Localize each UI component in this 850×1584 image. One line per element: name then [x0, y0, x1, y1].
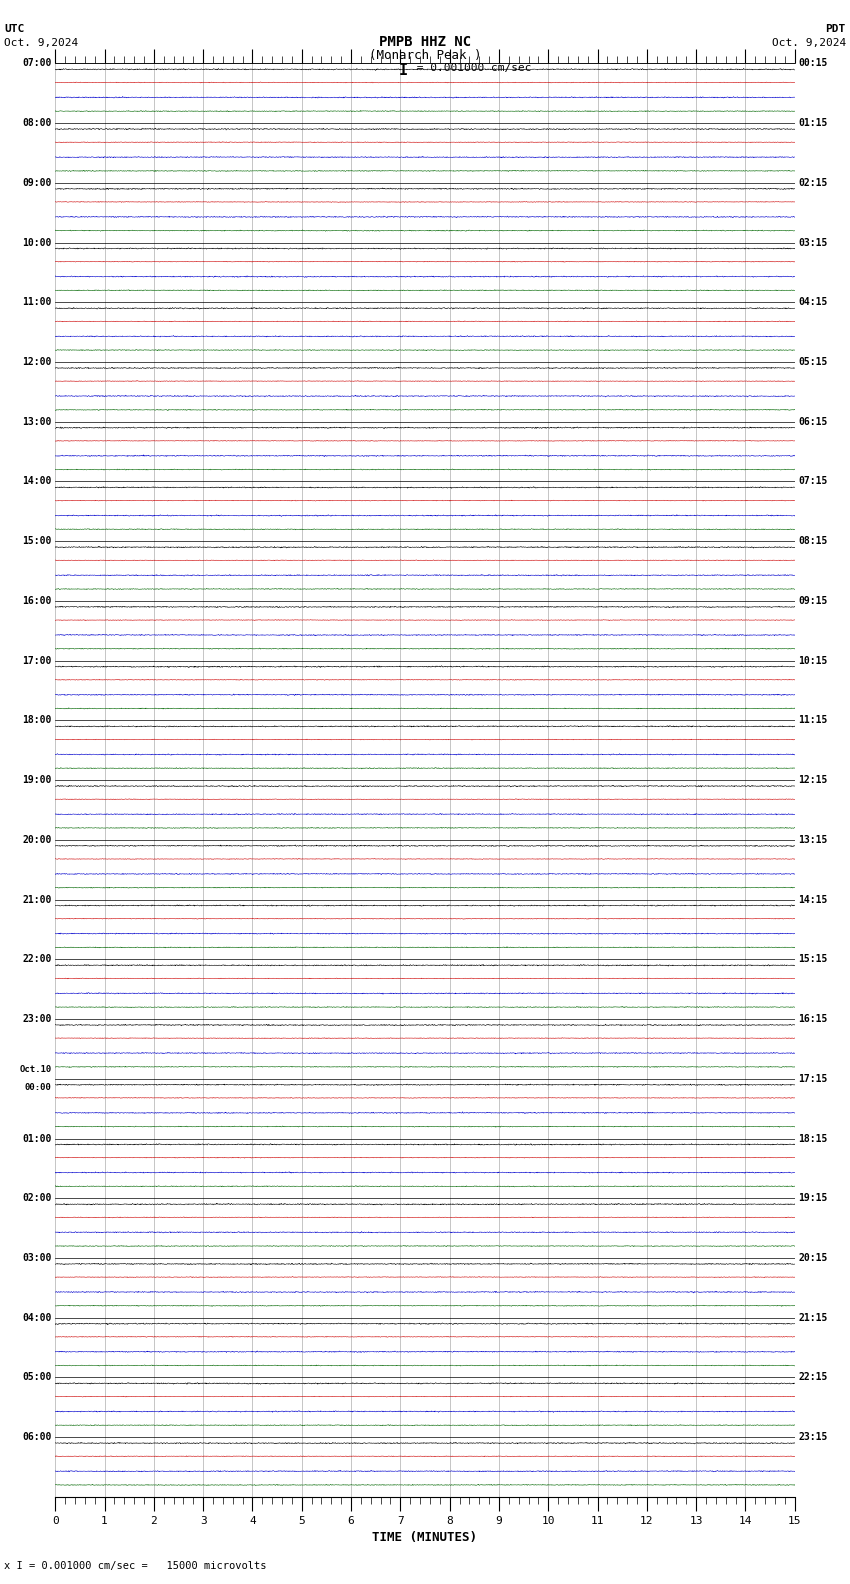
Text: 11:15: 11:15: [798, 716, 828, 725]
Text: 21:00: 21:00: [22, 895, 52, 904]
Text: 14:15: 14:15: [798, 895, 828, 904]
Text: Oct. 9,2024: Oct. 9,2024: [4, 38, 78, 48]
Text: 06:15: 06:15: [798, 417, 828, 426]
Text: 15:15: 15:15: [798, 954, 828, 965]
Text: Oct.10: Oct.10: [20, 1066, 52, 1074]
Text: 04:15: 04:15: [798, 298, 828, 307]
Text: 02:15: 02:15: [798, 177, 828, 188]
Text: 13:15: 13:15: [798, 835, 828, 844]
Text: 08:00: 08:00: [22, 119, 52, 128]
Text: I: I: [399, 63, 408, 78]
Text: 17:15: 17:15: [798, 1074, 828, 1083]
Text: 22:00: 22:00: [22, 954, 52, 965]
Text: 14:00: 14:00: [22, 477, 52, 486]
Text: 02:00: 02:00: [22, 1193, 52, 1204]
Text: = 0.001000 cm/sec: = 0.001000 cm/sec: [410, 63, 531, 73]
Text: 10:15: 10:15: [798, 656, 828, 665]
Text: 19:00: 19:00: [22, 775, 52, 786]
Text: 23:00: 23:00: [22, 1014, 52, 1023]
Text: x I = 0.001000 cm/sec =   15000 microvolts: x I = 0.001000 cm/sec = 15000 microvolts: [4, 1562, 267, 1571]
Text: UTC: UTC: [4, 24, 25, 33]
Text: 17:00: 17:00: [22, 656, 52, 665]
Text: 20:00: 20:00: [22, 835, 52, 844]
Text: 09:00: 09:00: [22, 177, 52, 188]
Text: 20:15: 20:15: [798, 1253, 828, 1262]
Text: 12:15: 12:15: [798, 775, 828, 786]
Text: PDT: PDT: [825, 24, 846, 33]
Text: 19:15: 19:15: [798, 1193, 828, 1204]
Text: 04:00: 04:00: [22, 1313, 52, 1323]
Text: 21:15: 21:15: [798, 1313, 828, 1323]
Text: 09:15: 09:15: [798, 596, 828, 607]
Text: 00:15: 00:15: [798, 59, 828, 68]
Text: 22:15: 22:15: [798, 1372, 828, 1383]
Text: 06:00: 06:00: [22, 1432, 52, 1441]
Text: 13:00: 13:00: [22, 417, 52, 426]
Text: 08:15: 08:15: [798, 537, 828, 546]
Text: 05:00: 05:00: [22, 1372, 52, 1383]
Text: Oct. 9,2024: Oct. 9,2024: [772, 38, 846, 48]
Text: 03:15: 03:15: [798, 238, 828, 247]
Text: 18:15: 18:15: [798, 1134, 828, 1144]
Text: 15:00: 15:00: [22, 537, 52, 546]
Text: 16:00: 16:00: [22, 596, 52, 607]
Text: 00:00: 00:00: [25, 1083, 52, 1093]
Text: 07:15: 07:15: [798, 477, 828, 486]
Text: 01:15: 01:15: [798, 119, 828, 128]
Text: 23:15: 23:15: [798, 1432, 828, 1441]
Text: 11:00: 11:00: [22, 298, 52, 307]
X-axis label: TIME (MINUTES): TIME (MINUTES): [372, 1532, 478, 1544]
Text: 18:00: 18:00: [22, 716, 52, 725]
Text: 03:00: 03:00: [22, 1253, 52, 1262]
Text: 01:00: 01:00: [22, 1134, 52, 1144]
Text: 05:15: 05:15: [798, 356, 828, 367]
Text: (Monarch Peak ): (Monarch Peak ): [369, 49, 481, 62]
Text: 16:15: 16:15: [798, 1014, 828, 1023]
Text: 10:00: 10:00: [22, 238, 52, 247]
Text: PMPB HHZ NC: PMPB HHZ NC: [379, 35, 471, 49]
Text: 07:00: 07:00: [22, 59, 52, 68]
Text: 12:00: 12:00: [22, 356, 52, 367]
